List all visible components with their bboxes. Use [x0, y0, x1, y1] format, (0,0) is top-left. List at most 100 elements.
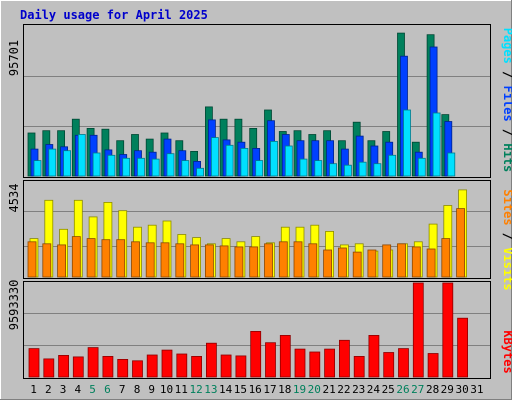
pages-bar-day-19 — [299, 158, 308, 177]
x-tick-label: 19 — [293, 383, 306, 396]
chart-title: Daily usage for April 2025 — [20, 8, 208, 22]
sites-bar-day-13 — [204, 244, 214, 278]
sites-bar-day-20 — [308, 243, 318, 278]
kbytes-bar-day-25 — [383, 352, 395, 378]
x-tick-label: 23 — [352, 383, 365, 396]
legend-visits-sites: Sites / Visits — [501, 189, 512, 290]
sites-bar-day-23 — [352, 251, 362, 278]
pages-bar-day-10 — [166, 153, 175, 177]
sites-bar-day-10 — [160, 242, 170, 278]
pages-bar-day-14 — [225, 144, 234, 177]
pages-bar-day-16 — [255, 160, 264, 177]
x-tick-label: 25 — [382, 383, 395, 396]
x-tick-label: 28 — [426, 383, 439, 396]
sites-bar-day-3 — [57, 244, 66, 278]
x-axis-day-labels: 1 2 3 4 5 6 7 8 9 10 11 12 13 14 15 16 17 18 19 20 21 22 23 24 2… — [30, 383, 483, 396]
kbytes-bar-day-6 — [102, 355, 114, 378]
x-tick-label: 20 — [308, 383, 321, 396]
pages-bar-day-8 — [137, 157, 145, 177]
x-tick-label: 9 — [148, 383, 155, 396]
sites-bar-day-2 — [42, 243, 52, 278]
x-tick-label: 21 — [322, 383, 335, 396]
x-tick-label: 1 — [30, 383, 37, 396]
sites-bar-day-18 — [278, 241, 288, 278]
sites-bar-day-6 — [101, 239, 111, 278]
bars-visits-sites — [27, 189, 468, 278]
kbytes-bar-day-15 — [235, 355, 247, 378]
sites-bar-day-28 — [426, 248, 436, 278]
pages-bar-day-7 — [122, 157, 131, 177]
sites-bar-day-21 — [323, 249, 333, 278]
x-tick-label: 29 — [441, 383, 454, 396]
pages-bar-day-29 — [447, 152, 456, 177]
x-tick-label: 26 — [396, 383, 409, 396]
legend-sites: Sites — [501, 189, 512, 225]
kbytes-bar-day-14 — [220, 354, 232, 378]
pages-bar-day-13 — [210, 137, 219, 177]
kbytes-bar-day-3 — [58, 354, 69, 378]
x-tick-label: 3 — [60, 383, 67, 396]
kbytes-bar-day-7 — [117, 358, 129, 378]
sites-bar-day-22 — [337, 247, 347, 278]
sites-bar-day-16 — [249, 246, 259, 278]
sites-bar-day-5 — [86, 238, 96, 278]
sites-bar-day-14 — [219, 245, 229, 278]
sites-bar-day-29 — [441, 238, 451, 278]
pages-bar-day-28 — [432, 112, 441, 177]
kbytes-bar-day-22 — [338, 339, 350, 378]
pages-bar-day-12 — [196, 167, 205, 177]
pages-bar-day-9 — [151, 158, 160, 177]
x-tick-label: 24 — [367, 383, 381, 396]
sites-bar-day-8 — [131, 241, 140, 278]
sites-bar-day-12 — [190, 244, 200, 278]
pages-bar-day-23 — [358, 161, 367, 177]
legend-files: Files — [501, 86, 512, 122]
x-tick-label: 16 — [249, 383, 262, 396]
pages-bar-day-26 — [403, 109, 411, 177]
bars-hits-files-pages — [27, 32, 456, 177]
x-tick-label: 4 — [74, 383, 81, 396]
kbytes-bar-day-13 — [205, 342, 217, 378]
x-tick-label: 17 — [263, 383, 276, 396]
kbytes-bar-day-18 — [279, 334, 291, 378]
kbytes-bar-day-28 — [427, 353, 439, 378]
kbytes-bar-day-24 — [368, 334, 380, 378]
x-tick-label: 5 — [89, 383, 96, 396]
y-max-label-hits: 95701 — [7, 40, 21, 76]
x-tick-label: 8 — [134, 383, 141, 396]
y-max-label-kbytes: 9593330 — [7, 280, 21, 331]
x-tick-label: 15 — [234, 383, 247, 396]
x-tick-label: 11 — [175, 383, 188, 396]
sites-bar-day-24 — [367, 249, 377, 278]
sites-bar-day-30 — [456, 208, 466, 278]
kbytes-bar-day-30 — [457, 317, 469, 378]
sites-bar-day-1 — [27, 241, 37, 278]
x-tick-label: 7 — [119, 383, 126, 396]
kbytes-bar-day-29 — [442, 282, 454, 378]
sites-bar-day-27 — [411, 246, 421, 278]
kbytes-bar-day-2 — [43, 358, 55, 378]
pages-bar-day-5 — [92, 152, 101, 177]
pages-bar-day-17 — [270, 140, 278, 177]
pages-bar-day-24 — [373, 163, 382, 177]
pages-bar-day-18 — [284, 145, 293, 177]
sites-bar-day-25 — [382, 244, 392, 278]
legend-pages: Pages — [501, 28, 512, 64]
kbytes-bar-day-10 — [161, 349, 173, 378]
pages-bar-day-3 — [63, 150, 71, 177]
sites-bar-day-11 — [175, 243, 185, 278]
sites-bar-day-9 — [145, 242, 155, 278]
kbytes-bar-day-11 — [176, 353, 188, 378]
sites-bar-day-7 — [116, 239, 126, 278]
kbytes-bar-day-12 — [191, 355, 203, 378]
x-tick-label: 10 — [160, 383, 173, 396]
x-tick-label: 27 — [411, 383, 424, 396]
y-max-label-visits: 4534 — [7, 184, 21, 213]
x-tick-label: 18 — [278, 383, 291, 396]
kbytes-bar-day-26 — [398, 348, 409, 378]
kbytes-bar-day-27 — [412, 282, 424, 378]
legend-hits-files-pages: Pages / Files / Hits — [501, 28, 512, 173]
pages-bar-day-2 — [48, 148, 57, 177]
